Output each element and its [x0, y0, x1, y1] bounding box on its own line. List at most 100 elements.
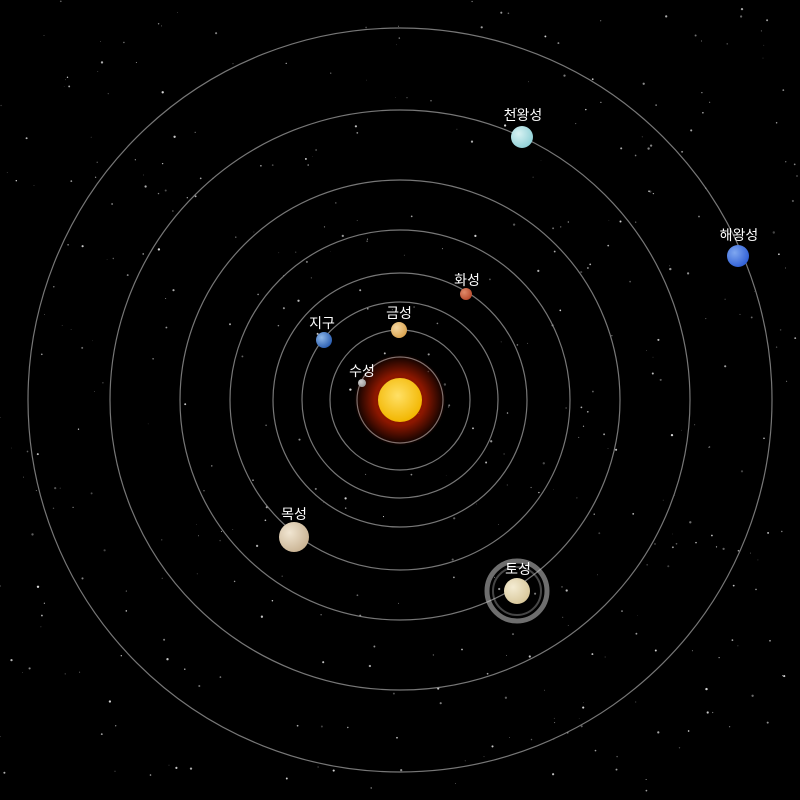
- star: [702, 112, 704, 114]
- planet-neptune[interactable]: 해왕성: [720, 228, 759, 267]
- star: [70, 329, 72, 330]
- star: [152, 357, 154, 360]
- star: [659, 378, 662, 381]
- star: [177, 12, 178, 13]
- planet-body-venus: [391, 322, 407, 338]
- star: [775, 121, 778, 124]
- star: [81, 346, 84, 349]
- star: [694, 424, 696, 426]
- star: [593, 513, 595, 515]
- planet-venus[interactable]: 금성: [386, 306, 412, 338]
- star: [344, 507, 347, 509]
- star: [320, 725, 323, 728]
- star: [40, 614, 43, 617]
- star: [648, 190, 650, 193]
- star: [662, 499, 664, 501]
- star: [125, 590, 127, 592]
- star: [611, 335, 613, 337]
- star: [373, 645, 376, 648]
- star: [552, 773, 555, 776]
- star: [453, 517, 456, 520]
- star: [695, 541, 697, 544]
- star: [615, 768, 618, 771]
- star: [476, 503, 478, 505]
- orbit-saturn: [179, 179, 621, 621]
- star: [516, 344, 519, 346]
- star: [330, 72, 332, 74]
- star: [323, 502, 324, 503]
- star: [161, 539, 163, 541]
- star: [25, 137, 28, 140]
- star: [796, 175, 798, 177]
- star: [634, 154, 637, 157]
- star: [172, 289, 175, 292]
- star: [675, 542, 678, 545]
- star: [652, 356, 654, 358]
- planet-mercury[interactable]: 수성: [349, 364, 375, 387]
- star: [295, 251, 297, 253]
- star: [511, 633, 515, 636]
- star: [172, 210, 174, 212]
- star: [528, 81, 530, 83]
- sun[interactable]: [354, 354, 446, 446]
- star: [670, 433, 674, 437]
- star: [285, 777, 288, 780]
- star: [114, 770, 116, 772]
- star: [0, 736, 1, 738]
- star: [591, 390, 594, 393]
- planet-body-jupiter: [279, 522, 309, 552]
- star: [305, 260, 308, 263]
- star: [354, 125, 358, 128]
- star: [26, 450, 29, 453]
- star: [382, 516, 385, 518]
- star: [54, 487, 57, 490]
- star: [96, 161, 98, 163]
- star: [323, 226, 326, 228]
- star: [782, 89, 785, 91]
- star: [512, 223, 516, 226]
- star: [732, 584, 735, 587]
- star: [604, 656, 606, 658]
- planet-uranus[interactable]: 천왕성: [504, 108, 543, 148]
- star: [120, 655, 122, 657]
- planet-saturn[interactable]: 토성: [484, 558, 550, 624]
- planet-ring-inner-saturn: [492, 566, 542, 616]
- star: [100, 41, 101, 42]
- star: [215, 32, 218, 35]
- star: [15, 179, 18, 182]
- star: [64, 673, 66, 675]
- star: [359, 289, 362, 292]
- star: [103, 549, 106, 552]
- star: [629, 280, 631, 283]
- planet-earth[interactable]: 지구: [309, 316, 335, 348]
- star: [106, 259, 108, 260]
- star: [779, 329, 782, 331]
- star: [669, 265, 671, 267]
- star: [565, 407, 567, 409]
- star: [464, 760, 466, 762]
- star: [441, 248, 443, 250]
- star: [565, 589, 568, 592]
- star: [724, 365, 727, 368]
- star: [68, 85, 71, 88]
- star: [786, 380, 788, 382]
- planet-jupiter[interactable]: 목성: [279, 507, 309, 552]
- star: [657, 338, 660, 341]
- star: [632, 512, 635, 515]
- star: [597, 574, 598, 576]
- star: [67, 243, 69, 246]
- star: [678, 747, 681, 749]
- star: [654, 649, 657, 652]
- planet-body-uranus: [511, 126, 533, 148]
- star: [233, 580, 236, 583]
- star: [530, 738, 533, 741]
- star: [347, 726, 349, 729]
- star: [332, 769, 335, 772]
- star: [687, 730, 690, 732]
- planet-mars[interactable]: 화성: [454, 273, 480, 300]
- star: [161, 162, 164, 165]
- star: [111, 203, 113, 205]
- star: [578, 436, 580, 438]
- star: [97, 71, 99, 72]
